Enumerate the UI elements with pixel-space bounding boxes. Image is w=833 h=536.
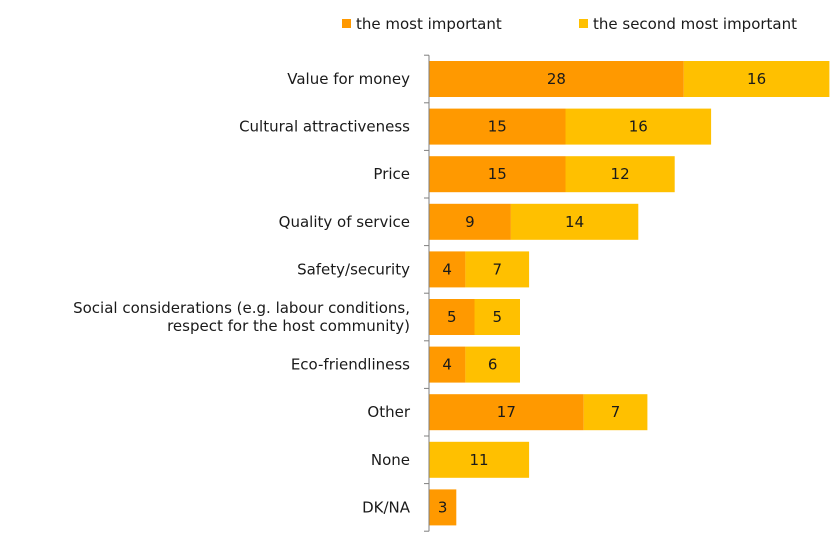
data-label-8-series-1: 17 bbox=[497, 403, 516, 421]
category-label-5: Safety/security bbox=[297, 260, 410, 278]
data-label-7-series-1: 4 bbox=[442, 356, 452, 374]
data-label-7-series-2: 6 bbox=[488, 356, 498, 374]
bars: 28 16 15 16 15 12 9 14 4 7 5 5 4 6 17 7 11 3 bbox=[429, 61, 830, 526]
data-label-3-series-2: 12 bbox=[611, 165, 630, 183]
bar-6-series-1 bbox=[429, 299, 475, 335]
legend: the most important the second most import… bbox=[342, 15, 797, 33]
legend-swatch-1 bbox=[342, 19, 351, 28]
data-label-1-series-2: 16 bbox=[747, 70, 766, 88]
bar-1-series-2 bbox=[683, 61, 830, 97]
bar-3-series-1 bbox=[429, 156, 566, 193]
data-label-9-series-2: 11 bbox=[470, 451, 489, 469]
category-label-9: None bbox=[371, 451, 410, 469]
bar-4-series-2 bbox=[510, 203, 639, 240]
vertical-axis bbox=[424, 54, 430, 532]
bar-1-series-1 bbox=[429, 61, 684, 97]
data-label-10-series-1: 3 bbox=[438, 498, 448, 516]
category-label-10: DK/NA bbox=[362, 498, 411, 516]
data-label-6-series-1: 5 bbox=[447, 308, 457, 326]
bar-4-series-1 bbox=[429, 203, 511, 240]
category-label-4: Quality of service bbox=[279, 213, 410, 231]
data-label-5-series-1: 4 bbox=[442, 260, 452, 278]
data-label-8-series-2: 7 bbox=[611, 403, 621, 421]
legend-swatch-2 bbox=[579, 19, 588, 28]
bar-8-series-2 bbox=[583, 394, 648, 431]
legend-label-2: the second most important bbox=[593, 15, 797, 33]
category-label-2: Cultural attractiveness bbox=[239, 118, 410, 136]
bar-2-series-1 bbox=[429, 108, 566, 145]
bar-5-series-2 bbox=[465, 251, 530, 288]
data-label-3-series-1: 15 bbox=[488, 165, 507, 183]
bar-6-series-2 bbox=[474, 299, 520, 335]
bar-8-series-1 bbox=[429, 394, 584, 431]
bar-2-series-2 bbox=[565, 108, 712, 145]
bar-5-series-1 bbox=[429, 251, 466, 288]
data-label-4-series-2: 14 bbox=[565, 213, 584, 231]
bar-10-series-1 bbox=[429, 489, 457, 526]
data-label-6-series-2: 5 bbox=[492, 308, 502, 326]
data-label-2-series-1: 15 bbox=[488, 118, 507, 136]
category-axis: Value for money Cultural attractiveness Pr… bbox=[73, 70, 411, 516]
bar-9-series-2 bbox=[429, 441, 530, 478]
category-label-1: Value for money bbox=[287, 70, 410, 88]
category-label-7: Eco-friendliness bbox=[291, 356, 410, 374]
category-label-8: Other bbox=[367, 403, 410, 421]
bar-7-series-1 bbox=[429, 346, 466, 383]
bar-7-series-2 bbox=[465, 346, 520, 383]
data-label-5-series-2: 7 bbox=[492, 260, 502, 278]
category-label-6: Social considerations (e.g. labour condi… bbox=[73, 299, 410, 335]
category-label-3: Price bbox=[373, 165, 410, 183]
data-label-2-series-2: 16 bbox=[629, 118, 648, 136]
data-label-4-series-1: 9 bbox=[465, 213, 475, 231]
bar-3-series-2 bbox=[565, 156, 675, 193]
data-label-1-series-1: 28 bbox=[547, 70, 566, 88]
legend-label-1: the most important bbox=[356, 15, 502, 33]
